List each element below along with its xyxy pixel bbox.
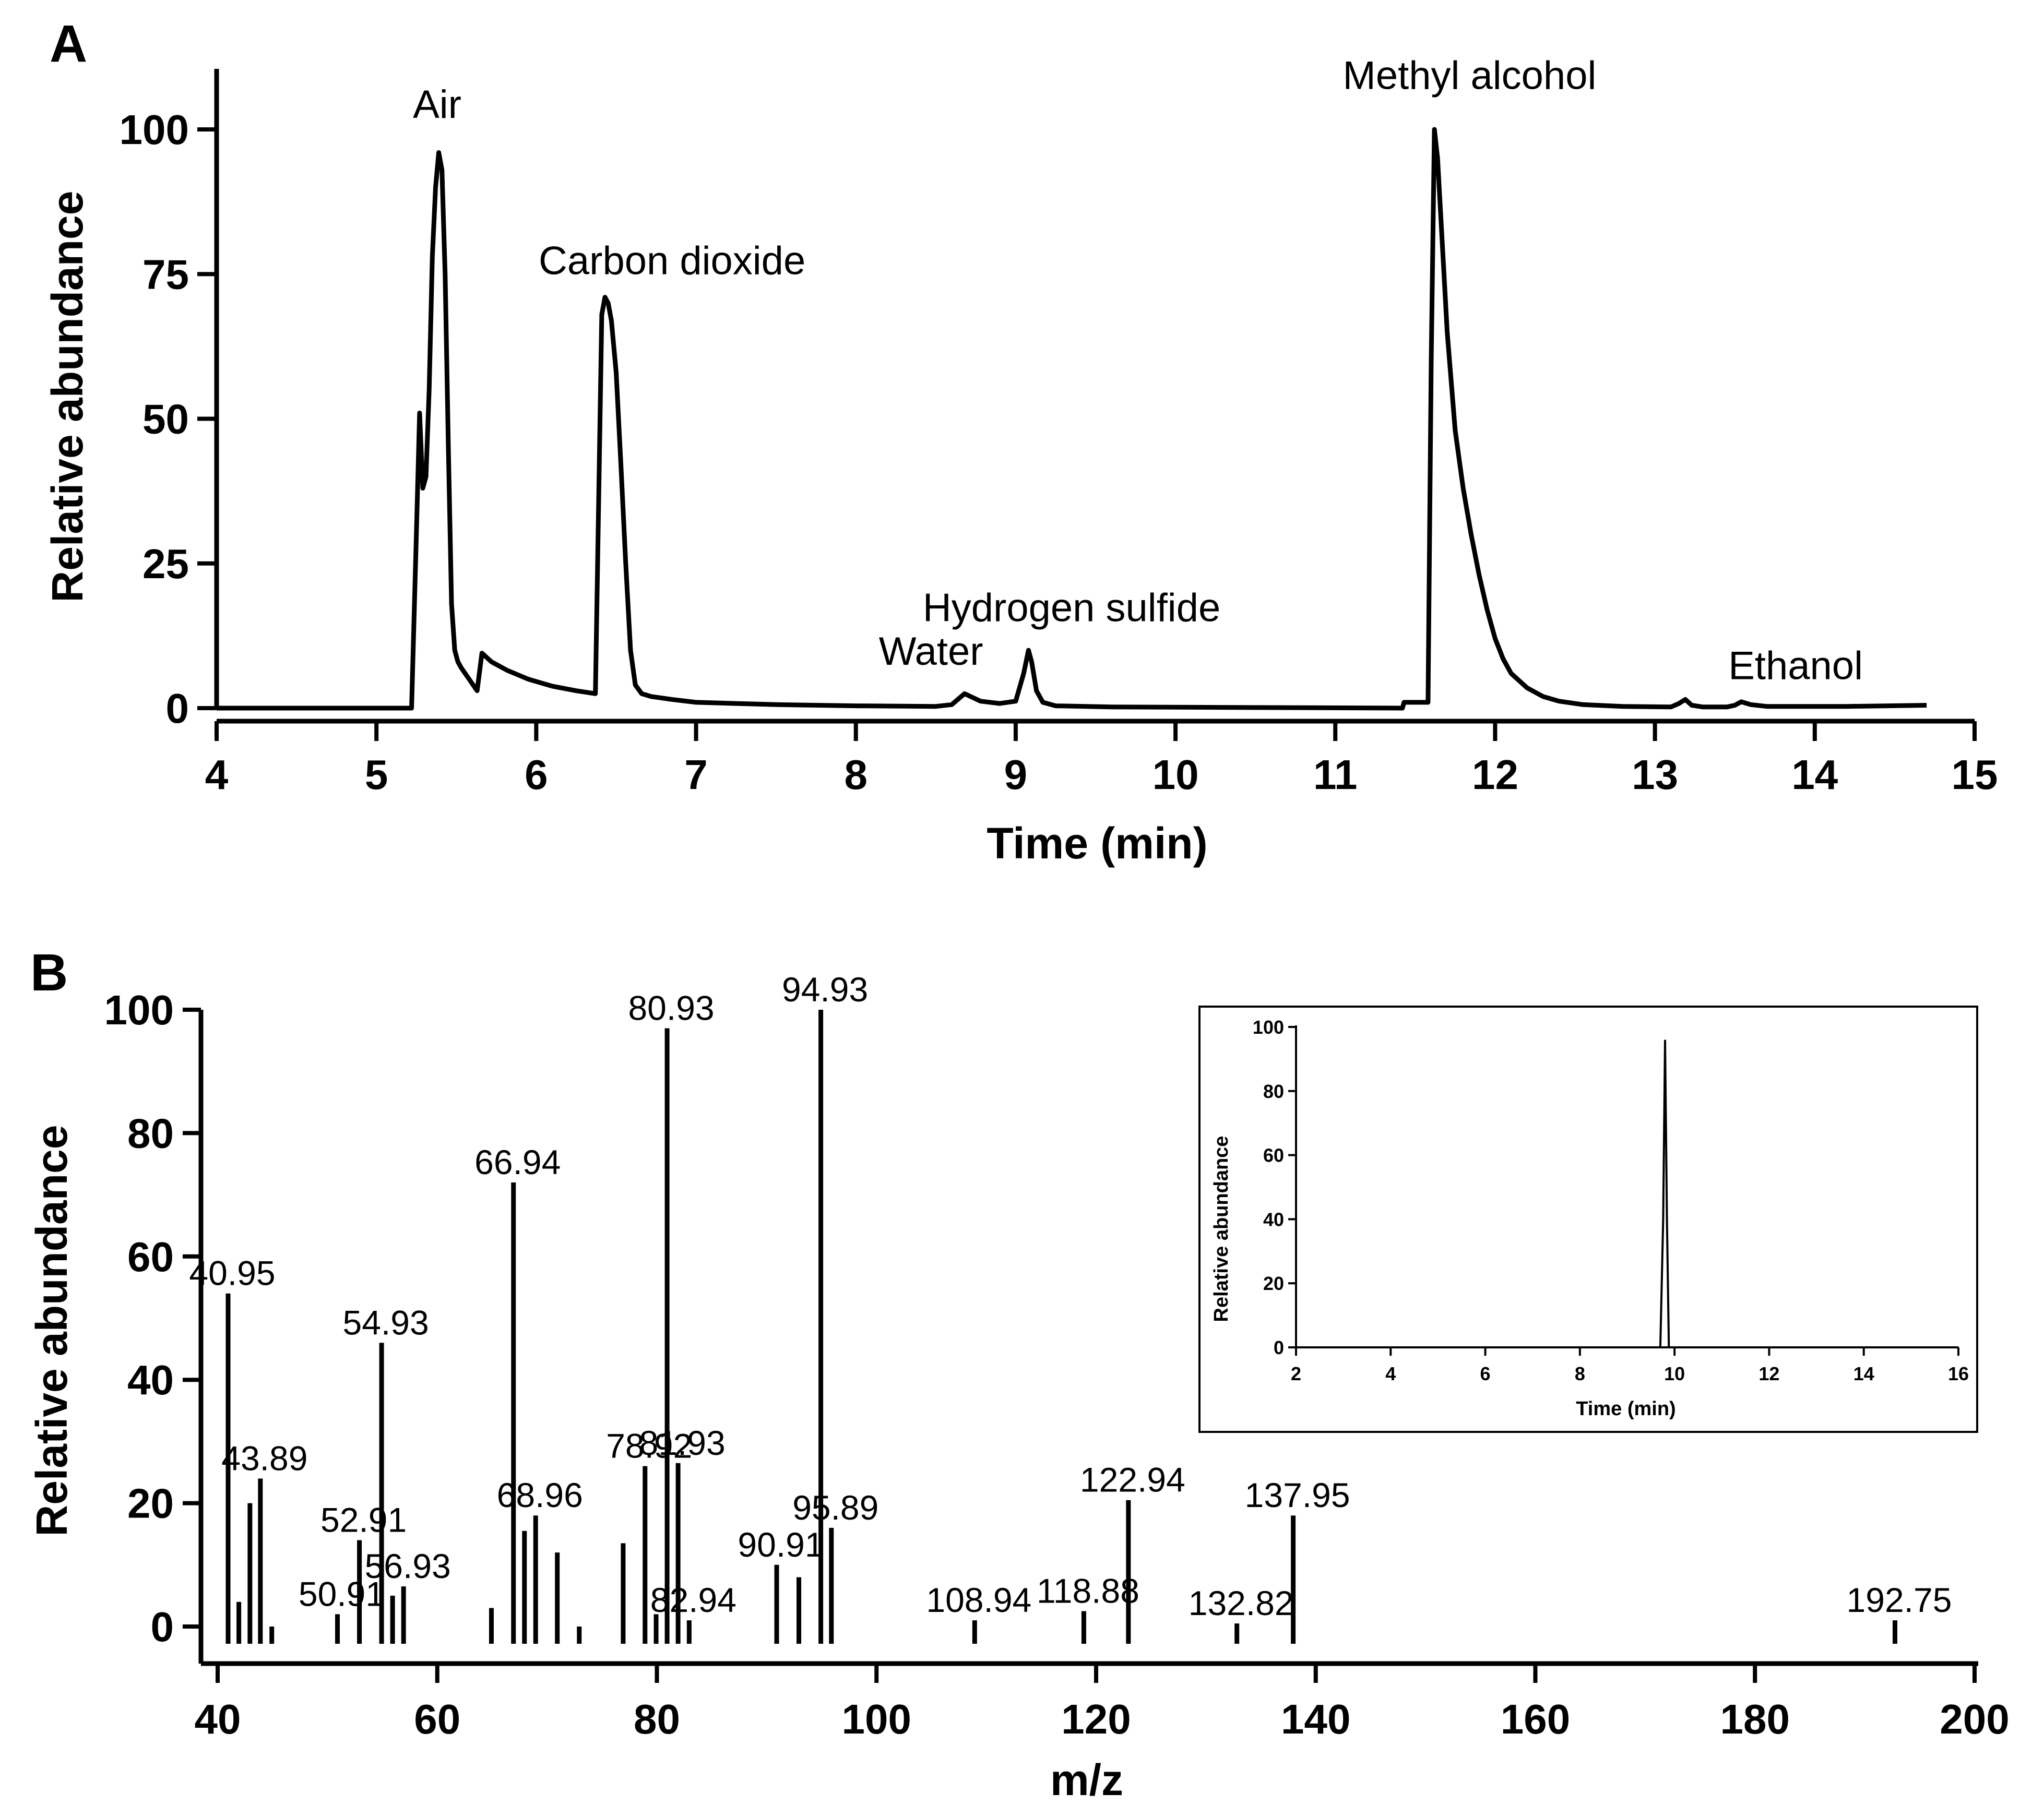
panel-b-y-axis-title: Relative abundance — [27, 1125, 76, 1537]
panel-b-peak-label: 122.94 — [1080, 1461, 1185, 1499]
panel-letter-b: B — [30, 943, 68, 1002]
panel-b-inset: Relative abundance Time (min) 0 20 40 60 80 1… — [1198, 1006, 1978, 1433]
panel-b-peak-label: 108.94 — [926, 1581, 1031, 1619]
inset-y-tick-label: 40 — [1263, 1209, 1284, 1230]
panel-b-peak-label: 80.93 — [628, 988, 714, 1027]
panel-b-y-tick-label: 80 — [127, 1110, 174, 1156]
panel-a-x-tick-label: 12 — [1472, 751, 1518, 798]
inset-y-ticks: 0 20 40 60 80 100 — [1253, 1017, 1296, 1358]
panel-b-peak-label: 118.88 — [1037, 1571, 1139, 1610]
panel-b-peak-label: 90.91 — [738, 1525, 824, 1564]
panel-b-y-tick-label: 60 — [127, 1234, 174, 1280]
panel-b-x-tick-label: 60 — [414, 1696, 460, 1742]
panel-b-x-tick-label: 120 — [1061, 1696, 1131, 1742]
inset-x-axis-title: Time (min) — [1576, 1398, 1675, 1420]
panel-a-peak-label: Ethanol — [1728, 644, 1863, 688]
inset-y-tick-label: 0 — [1274, 1337, 1284, 1358]
panel-a-x-tick-label: 14 — [1791, 751, 1838, 798]
panel-a-x-tick-label: 8 — [844, 751, 867, 798]
panel-b-x-axis-title: m/z — [1050, 1755, 1123, 1804]
inset-x-tick-label: 10 — [1664, 1363, 1685, 1384]
panel-a-y-tick-label: 0 — [166, 685, 189, 732]
panel-b-peak-label: 54.93 — [343, 1303, 429, 1342]
panel-b-peak-label: 78.92 — [606, 1427, 692, 1465]
panel-b-peak-label: 68.96 — [497, 1476, 583, 1514]
panel-a-y-axis-title: Relative abundance — [43, 191, 92, 603]
panel-b-x-tick-label: 40 — [195, 1696, 241, 1742]
panel-a-x-tick-label: 4 — [205, 751, 229, 798]
panel-a-peak-label: Water — [879, 629, 983, 674]
panel-b-peak-label: 66.94 — [474, 1143, 561, 1181]
panel-a-x-tick-label: 13 — [1632, 751, 1678, 798]
panel-a-x-tick-label: 11 — [1313, 751, 1358, 798]
inset-chromatogram-line — [1296, 1039, 1958, 1348]
panel-b-peak-label: 56.93 — [365, 1547, 451, 1585]
panel-b-peak-label: 192.75 — [1847, 1581, 1952, 1619]
panel-a-peak-label: Carbon dioxide — [539, 238, 805, 283]
panel-b-y-ticks: 0 20 40 60 80 100 — [104, 987, 201, 1650]
panel-b-peak-label: 43.89 — [221, 1439, 307, 1477]
panel-b-x-tick-label: 100 — [842, 1696, 911, 1742]
panel-a-y-tick-label: 25 — [142, 541, 189, 587]
panel-a-peak-label: Hydrogen sulfide — [923, 586, 1220, 630]
panel-b-peak-label: 137.95 — [1245, 1476, 1350, 1514]
inset-x-tick-label: 4 — [1385, 1363, 1396, 1384]
inset-x-tick-label: 6 — [1480, 1363, 1491, 1384]
panel-a-peak-label: Methyl alcohol — [1343, 53, 1597, 98]
panel-a-y-ticks: 0 25 50 75 100 — [120, 106, 217, 732]
panel-b-peak-label: 94.93 — [782, 970, 868, 1009]
inset-x-ticks: 2 4 6 8 10 12 14 16 — [1291, 1347, 1969, 1384]
panel-a-x-tick-label: 10 — [1152, 751, 1199, 798]
inset-y-axis-title: Relative abundance — [1210, 1136, 1232, 1322]
panel-b-y-tick-label: 0 — [151, 1604, 174, 1650]
panel-b-y-tick-label: 40 — [127, 1357, 174, 1403]
panel-b-peak-label: 132.82 — [1189, 1584, 1294, 1622]
panel-a-peak-label: Air — [413, 82, 461, 127]
panel-a-chromatogram-line — [217, 127, 1927, 711]
panel-b-peak-labels: 40.95 43.89 50.91 52.91 54.93 56.93 66.94 68.96… — [189, 970, 1952, 1622]
panel-b-y-tick-label: 100 — [104, 987, 174, 1033]
panel-a-y-tick-label: 75 — [142, 251, 189, 297]
panel-b-x-ticks: 40 60 80 100 120 140 160 180 200 — [195, 1664, 2010, 1742]
panel-b-x-tick-label: 140 — [1281, 1696, 1350, 1742]
panel-b-x-tick-label: 160 — [1501, 1696, 1570, 1742]
panel-b-peak-label: 52.91 — [320, 1501, 407, 1539]
inset-y-tick-label: 100 — [1253, 1017, 1284, 1038]
inset-y-tick-label: 60 — [1263, 1145, 1284, 1166]
inset-y-tick-label: 20 — [1263, 1273, 1284, 1294]
panel-a-x-tick-label: 7 — [684, 751, 708, 798]
panel-b-x-tick-label: 180 — [1720, 1696, 1790, 1742]
panel-b-y-tick-label: 20 — [127, 1480, 174, 1527]
inset-x-tick-label: 16 — [1948, 1363, 1969, 1384]
inset-frame — [1198, 1006, 1978, 1433]
panel-a: A Relative abundance Time (min) 02550751… — [43, 15, 1998, 868]
panel-a-x-ticks: 4 5 6 7 8 9 10 11 12 13 14 15 — [205, 721, 1998, 798]
panel-a-x-tick-label: 6 — [525, 751, 548, 798]
panel-b-spectrum-bars — [225, 1010, 1897, 1644]
panel-a-x-tick-label: 5 — [365, 751, 388, 798]
panel-a-y-tick-label: 50 — [142, 396, 189, 443]
inset-x-tick-label: 14 — [1853, 1363, 1874, 1384]
panel-b-peak-label: 50.91 — [299, 1574, 385, 1613]
panel-b-peak-label: 40.95 — [189, 1254, 275, 1293]
panel-a-x-tick-label: 15 — [1952, 751, 1998, 798]
inset-x-tick-label: 8 — [1575, 1363, 1585, 1384]
inset-x-tick-label: 2 — [1291, 1363, 1301, 1384]
panel-a-y-tick-label: 100 — [120, 106, 189, 153]
panel-a-x-axis-title: Time (min) — [987, 819, 1207, 868]
inset-x-tick-label: 12 — [1758, 1363, 1779, 1384]
panel-b-peak-label: 81.93 — [639, 1424, 726, 1462]
panel-b-peak-label: 95.89 — [792, 1488, 878, 1527]
panel-b-x-tick-label: 80 — [634, 1696, 680, 1742]
inset-y-tick-label: 80 — [1263, 1081, 1284, 1102]
panel-letter-a: A — [50, 15, 87, 73]
panel-b-x-tick-label: 200 — [1940, 1696, 2009, 1742]
panel-b-peak-label: 82.94 — [650, 1581, 736, 1619]
panel-a-x-tick-label: 9 — [1004, 751, 1028, 798]
